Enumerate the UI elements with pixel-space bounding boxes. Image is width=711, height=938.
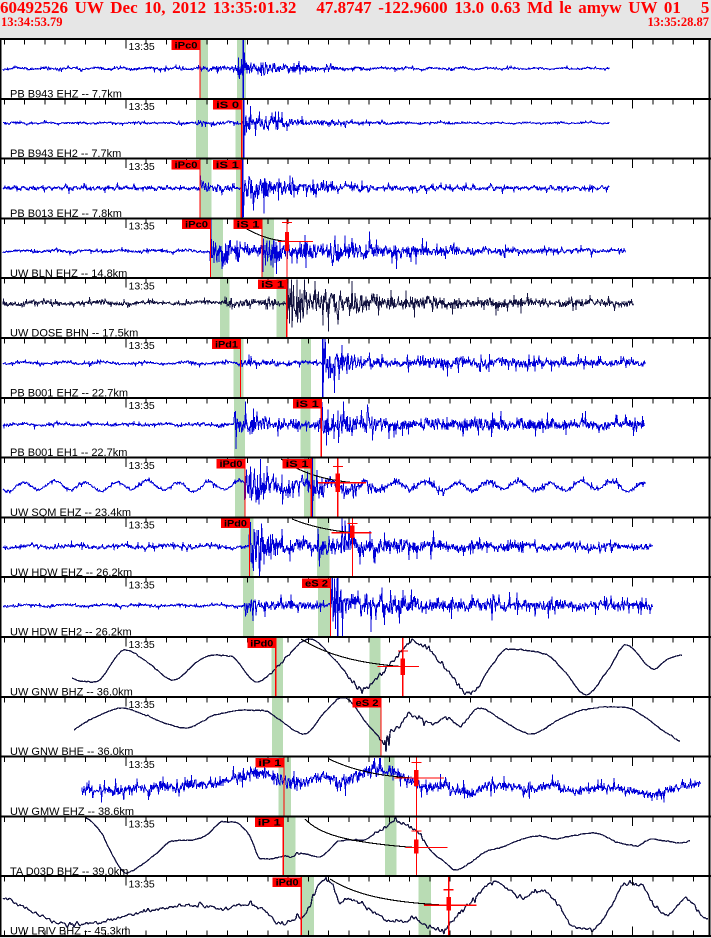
svg-text:UW HDW EH2 -- 26.2km: UW HDW EH2 -- 26.2km — [10, 627, 132, 639]
svg-text:iPd0: iPd0 — [276, 878, 299, 888]
svg-text:13:35: 13:35 — [129, 520, 155, 532]
svg-text:iS 1: iS 1 — [296, 399, 319, 409]
svg-text:iS 1: iS 1 — [237, 220, 260, 230]
svg-text:iPc0: iPc0 — [185, 220, 208, 230]
svg-text:iS 0: iS 0 — [216, 100, 239, 110]
svg-text:13:35: 13:35 — [129, 280, 155, 292]
svg-text:13:35: 13:35 — [129, 878, 155, 890]
svg-text:13:35: 13:35 — [129, 460, 155, 472]
svg-text:13:35: 13:35 — [129, 639, 155, 651]
svg-text:13:35: 13:35 — [129, 41, 155, 53]
svg-text:iS 1: iS 1 — [261, 280, 284, 290]
svg-text:UW LRIV BHZ -- 45.3km: UW LRIV BHZ -- 45.3km — [10, 926, 130, 938]
svg-text:UW GNW BHE -- 36.0km: UW GNW BHE -- 36.0km — [10, 746, 133, 758]
svg-text:13:35: 13:35 — [129, 161, 155, 173]
svg-text:13:35: 13:35 — [129, 221, 155, 233]
svg-text:UW GMW EHZ -- 38.6km: UW GMW EHZ -- 38.6km — [10, 806, 134, 818]
svg-text:iPc0: iPc0 — [175, 40, 198, 50]
svg-text:iPd0: iPd0 — [250, 638, 273, 648]
svg-text:PB B943 EH2 -- 7.7km: PB B943 EH2 -- 7.7km — [10, 148, 121, 160]
svg-text:13:35: 13:35 — [129, 340, 155, 352]
svg-text:UW DOSE BHN -- 17.5km: UW DOSE BHN -- 17.5km — [10, 328, 138, 340]
svg-text:PB B001 EHZ -- 22.7km: PB B001 EHZ -- 22.7km — [10, 387, 128, 399]
svg-text:eS 2: eS 2 — [356, 698, 379, 708]
svg-text:iP 1: iP 1 — [258, 818, 281, 828]
svg-text:iPd0: iPd0 — [224, 519, 247, 529]
svg-text:eS 2: eS 2 — [305, 579, 328, 589]
svg-text:UW HDW EHZ -- 26.2km: UW HDW EHZ -- 26.2km — [10, 567, 132, 579]
svg-text:TA D03D BHZ -- 39.0km: TA D03D BHZ -- 39.0km — [10, 866, 128, 878]
svg-text:UW BLN EHZ -- 14.8km: UW BLN EHZ -- 14.8km — [10, 268, 127, 280]
svg-text:13:35: 13:35 — [129, 759, 155, 771]
svg-text:iPc0: iPc0 — [175, 160, 198, 170]
svg-text:iPd0: iPd0 — [220, 459, 243, 469]
svg-text:iS 1: iS 1 — [216, 160, 239, 170]
svg-text:13:35: 13:35 — [129, 699, 155, 711]
svg-text:iS 1: iS 1 — [286, 459, 309, 469]
svg-text:PB B943 EHZ -- 7.7km: PB B943 EHZ -- 7.7km — [10, 88, 122, 100]
svg-text:iPd1: iPd1 — [215, 339, 238, 349]
svg-text:13:35: 13:35 — [129, 101, 155, 113]
svg-text:UW GNW BHZ -- 36.0km: UW GNW BHZ -- 36.0km — [10, 686, 133, 698]
svg-text:13:35: 13:35 — [129, 819, 155, 831]
svg-text:iP 1: iP 1 — [258, 758, 281, 768]
svg-text:13:35: 13:35 — [129, 400, 155, 412]
svg-text:PB B013 EHZ -- 7.8km: PB B013 EHZ -- 7.8km — [10, 208, 122, 220]
svg-text:UW SQM EHZ -- 23.4km: UW SQM EHZ -- 23.4km — [10, 507, 131, 519]
svg-text:PB B001 EH1 -- 22.7km: PB B001 EH1 -- 22.7km — [10, 447, 127, 459]
svg-text:13:35: 13:35 — [129, 579, 155, 591]
